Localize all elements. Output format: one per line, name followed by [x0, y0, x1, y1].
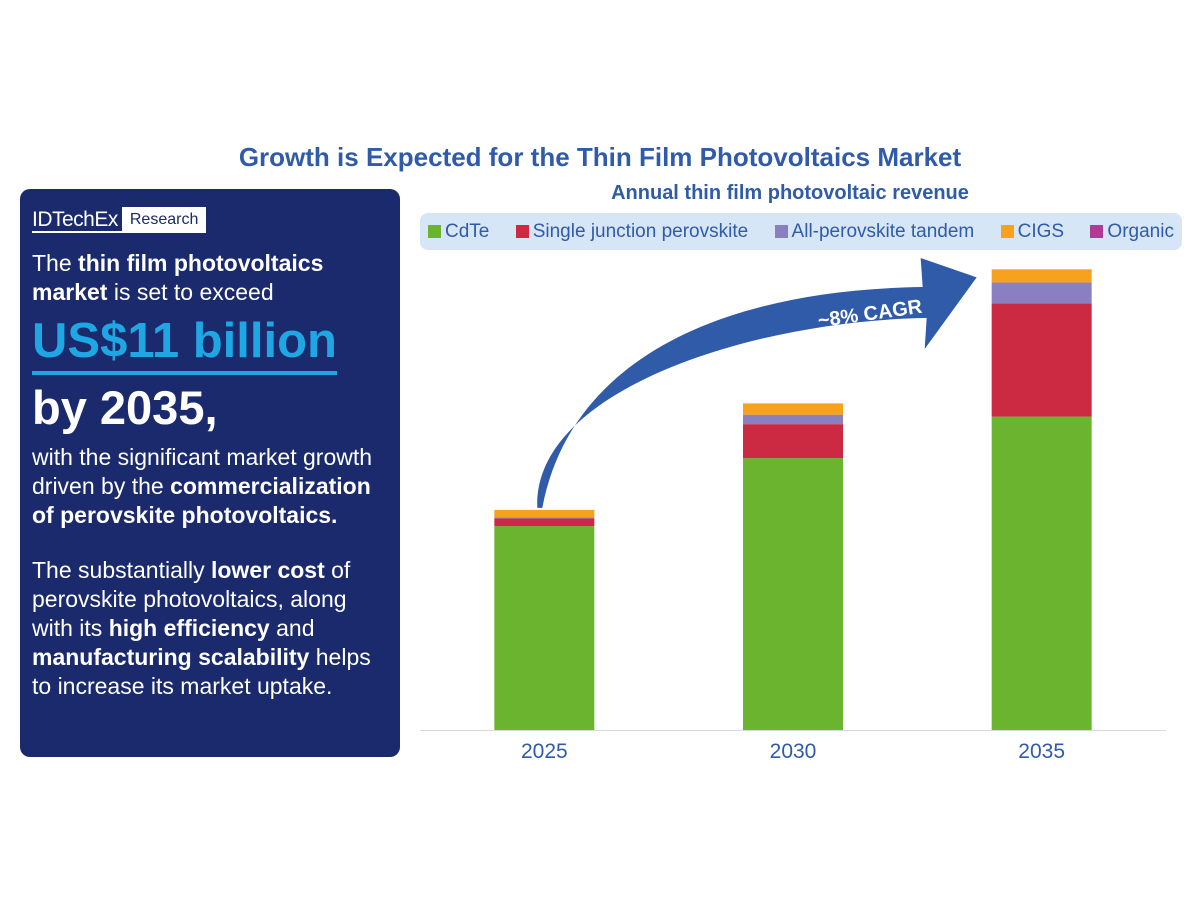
growth-driver: with the significant market growth drive…	[32, 443, 392, 530]
cagr-arrow-shape	[537, 258, 977, 508]
uptake-statement: The substantially lower cost of perovski…	[32, 556, 392, 701]
bar-segment-all-perovskite-tandem-2030	[743, 414, 843, 425]
growth-driver-bold: commercialization of perovskite photovol…	[32, 473, 371, 528]
legend-label: CdTe	[445, 220, 490, 242]
target-year: by 2035,	[32, 381, 218, 434]
bar-segment-single-junction-perovskite-2035	[991, 303, 1092, 417]
market-statement-text-2: is set to exceed	[107, 279, 274, 305]
uptake-bold-1: lower cost	[210, 557, 325, 583]
bar-segment-cigs-2025	[494, 509, 595, 518]
bar-segment-all-perovskite-tandem-2035	[991, 282, 1092, 304]
legend-item-cigs: CIGS	[1000, 220, 1065, 243]
uptake-text-3: and	[269, 615, 315, 641]
legend-label: CIGS	[1017, 220, 1065, 242]
market-statement-bold: thin film photovoltaics market	[32, 250, 324, 305]
bar-segment-all-perovskite-tandem-2025	[494, 517, 595, 519]
bar-segment-single-junction-perovskite-2030	[743, 424, 843, 459]
market-value: US$11 billion	[32, 311, 337, 375]
uptake-text-2: of perovskite photovoltaics, along with …	[32, 557, 351, 641]
market-statement-text-1: The	[32, 250, 79, 276]
legend-item-all-perovskite-tandem: All-perovskite tandem	[774, 220, 975, 243]
uptake-text-4: helps to increase its market uptake.	[32, 644, 371, 699]
bar-segment-single-junction-perovskite-2025	[494, 518, 595, 527]
bar-segment-cdte-2030	[743, 458, 843, 730]
chart-title: Annual thin film photovoltaic revenue	[611, 182, 969, 204]
info-panel: IDTechEx Research The thin film photovol…	[20, 189, 400, 757]
bar-segment-cdte-2035	[991, 416, 1092, 730]
legend-label: Organic	[1107, 220, 1174, 242]
uptake-bold-2: high efficiency	[108, 615, 270, 641]
legend-label: Single junction perovskite	[532, 220, 749, 242]
legend-item-single-junction-perovskite: Single junction perovskite	[515, 220, 749, 243]
bar-segment-cdte-2025	[494, 526, 595, 730]
legend-swatch	[774, 225, 788, 238]
logo-brand: IDTechEx	[32, 207, 122, 233]
legend-swatch	[1000, 225, 1014, 238]
legend-item-organic: Organic	[1090, 221, 1174, 243]
legend-item-cdte: CdTe	[428, 221, 489, 243]
bars-group	[494, 269, 1092, 730]
x-tick-label: 2030	[770, 740, 817, 763]
bar-segment-cigs-2035	[991, 269, 1092, 283]
x-tick-labels: 2025 2030 2035	[521, 740, 1065, 763]
x-tick-label: 2025	[521, 740, 568, 763]
logo-research-badge: Research	[121, 207, 207, 233]
uptake-text-1: The substantially	[32, 557, 211, 583]
uptake-bold-3: manufacturing scalability	[32, 644, 310, 670]
panel-text: The thin film photovoltaics market is se…	[32, 249, 392, 701]
growth-driver-text: with the significant market growth drive…	[32, 444, 373, 499]
page-title: Growth is Expected for the Thin Film Pho…	[238, 142, 962, 172]
legend-swatch	[1090, 225, 1104, 238]
idtechex-logo: IDTechEx Research	[32, 207, 207, 233]
legend-label: All-perovskite tandem	[791, 220, 975, 242]
bar-segment-cigs-2030	[743, 403, 843, 415]
chart-legend: CdTe Single junction perovskite All-perovs…	[420, 213, 1182, 250]
legend-swatch	[515, 225, 529, 238]
legend-swatch	[428, 225, 441, 238]
market-statement: The thin film photovoltaics market is se…	[32, 249, 392, 307]
x-tick-label: 2035	[1018, 740, 1065, 763]
